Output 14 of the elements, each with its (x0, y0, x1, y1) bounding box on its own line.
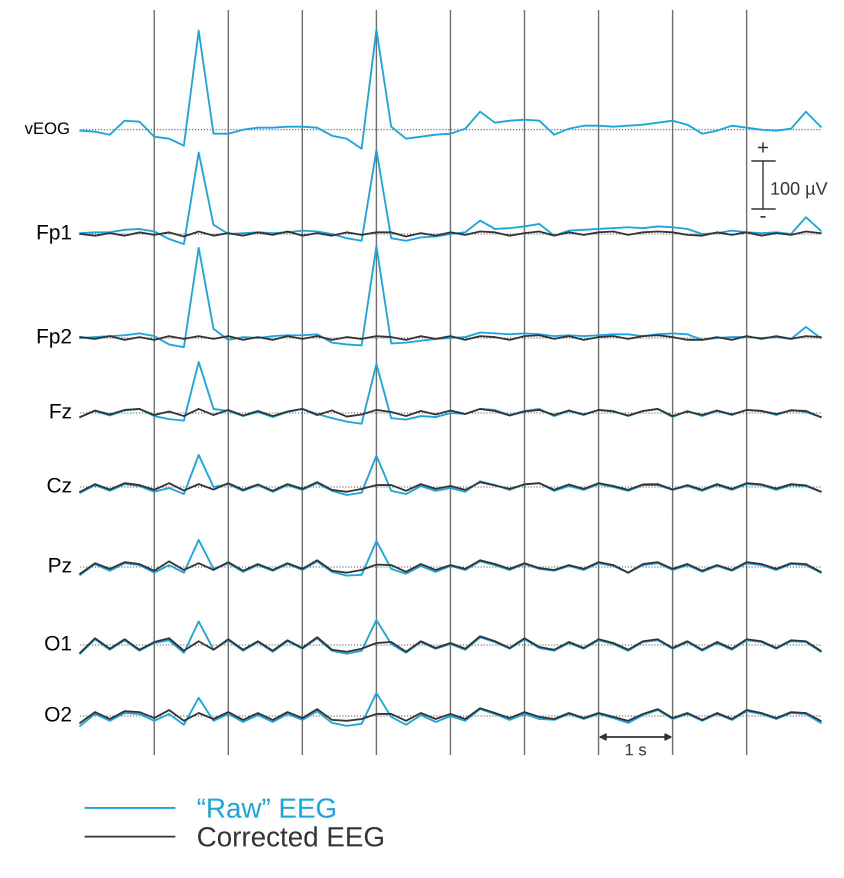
y-axis-title: Fp2 (38, 328, 71, 348)
y-axis-title: Cz (48, 478, 71, 493)
y-axis-title: O2 (45, 706, 71, 722)
legend-label: “Raw” EEG (198, 798, 336, 818)
text: 1 s (626, 744, 646, 756)
y-axis-title: Pz (49, 558, 71, 572)
y-axis-title: vEOG (24, 122, 69, 134)
y-axis-title: O1 (45, 636, 71, 651)
annotation: - (760, 216, 766, 218)
y-axis-title: Fz (50, 404, 71, 418)
annotation: + (758, 142, 768, 153)
y-axis-title: Fp1 (38, 225, 71, 244)
legend-label: Corrected EEG (198, 826, 383, 847)
annotation: 100 µV (771, 182, 828, 198)
